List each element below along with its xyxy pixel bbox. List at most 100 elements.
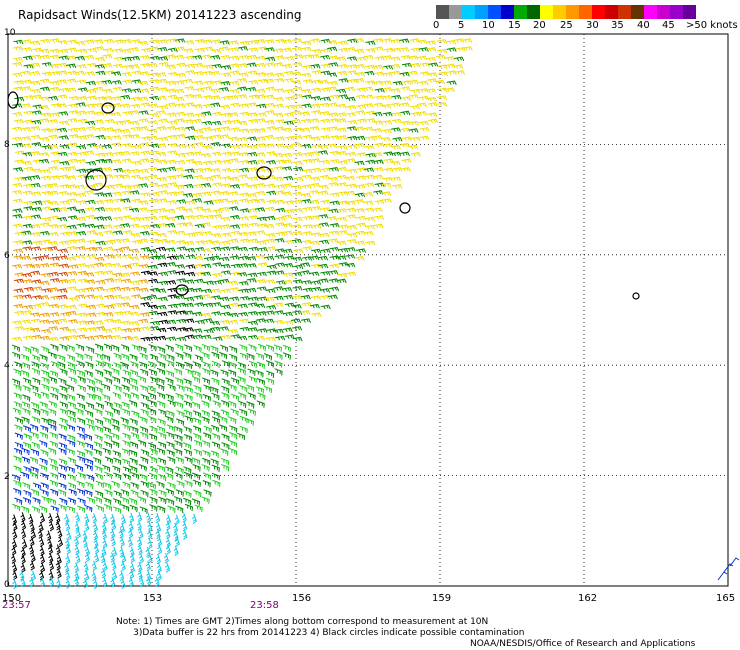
wind-barb [437,39,448,44]
wind-barb [59,401,68,409]
wind-barb [113,384,122,393]
wind-barb [75,343,85,352]
wind-barb [202,145,213,150]
wind-barb [176,310,187,315]
wind-barb [356,152,367,157]
wind-barb [212,111,223,117]
wind-barb [113,48,124,53]
wind-barb [50,295,61,301]
wind-barb [354,160,365,166]
wind-barb [93,578,99,589]
wind-barb [256,286,268,291]
wind-barb [111,142,122,147]
wind-barb [147,271,158,276]
wind-barb [94,369,104,377]
wind-barb [85,126,97,131]
legend-swatch [449,5,462,19]
wind-barb [67,142,79,148]
wind-barb [399,71,410,77]
wind-barb [192,198,203,203]
wind-barb [239,415,248,424]
wind-barb [346,105,357,110]
wind-barb [192,334,203,340]
wind-barb [111,418,120,426]
wind-barb [149,466,158,474]
wind-barb [347,135,358,141]
wind-barb [237,303,248,309]
wind-barb [228,280,239,286]
wind-barb [326,72,338,77]
wind-barb [86,496,95,505]
wind-barb [399,151,410,157]
wind-barb [50,392,59,401]
wind-barb [58,503,67,512]
wind-barb [256,271,267,277]
wind-barb [31,334,42,340]
wind-barb [345,247,356,252]
wind-barb [363,94,374,100]
wind-barb [210,70,221,76]
wind-barb [210,168,221,173]
wind-barb [110,528,116,539]
wind-barb [14,231,25,237]
wind-barb [300,294,311,300]
wind-barb [210,255,221,261]
wind-barb [364,174,375,180]
wind-barb [58,135,69,140]
wind-barb [273,62,284,67]
wind-barb [203,176,214,182]
wind-barb [102,417,112,425]
wind-barb [202,318,214,323]
wind-barb [400,120,411,126]
wind-barb [48,569,54,581]
wind-barb [166,166,177,172]
wind-barb [256,279,267,284]
wind-barb [158,62,169,67]
wind-barb [417,39,428,45]
wind-barb [149,112,160,118]
wind-barb [12,214,23,219]
wind-barb [21,160,32,166]
wind-barb [320,118,331,124]
wind-barb [84,570,90,582]
wind-barb [121,190,132,195]
wind-barb [102,328,113,334]
wind-barb [83,433,93,441]
wind-barb [292,295,303,300]
wind-barb [85,361,94,369]
wind-barb [192,311,203,317]
wind-barb [255,335,266,341]
wind-barb [57,94,68,99]
wind-barb [48,423,57,431]
wind-barb [156,110,167,115]
wind-barb [174,264,186,269]
wind-barb [292,199,303,205]
wind-barb [437,48,448,54]
wind-barb [59,184,70,189]
wind-barb [166,175,177,180]
wind-barb [86,423,95,432]
legend-label-10: 10 [482,20,495,31]
wind-barb [157,78,168,84]
wind-barb [203,200,214,205]
wind-barb [309,255,320,261]
wind-barb [183,471,193,480]
wind-barb [20,353,30,362]
wind-barb [66,78,77,84]
wind-barb [21,505,30,514]
wind-barb [104,377,113,385]
wind-barb [264,94,275,100]
wind-barb [109,552,115,563]
wind-barb [444,87,455,92]
wind-barb [301,88,312,94]
wind-barb [22,223,33,229]
wind-barb [20,562,26,573]
wind-barb [221,392,230,400]
wind-barb [229,425,238,433]
wind-barb [328,238,339,243]
wind-barb [446,47,457,52]
wind-barb [176,222,187,227]
wind-barb [434,79,446,85]
wind-barb [247,327,258,332]
wind-barb [102,560,108,572]
